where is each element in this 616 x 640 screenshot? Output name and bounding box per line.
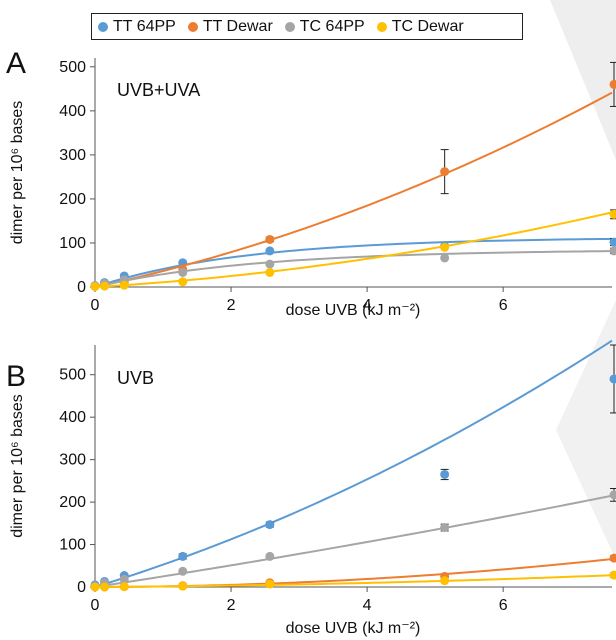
legend-item-tc-64pp: TC 64PP	[284, 17, 365, 36]
y-tick-label: 100	[59, 537, 86, 554]
data-point	[178, 267, 188, 277]
data-point	[178, 566, 188, 576]
y-tick-label: 500	[59, 59, 86, 76]
data-point	[609, 490, 616, 500]
legend-item-tc-dewar: TC Dewar	[376, 17, 464, 36]
legend-label: TT Dewar	[202, 17, 273, 35]
chart-legend: TT 64PP TT Dewar TC 64PP TC Dewar	[91, 13, 523, 40]
y-tick-label: 200	[59, 494, 86, 511]
y-tick-label: 400	[59, 103, 86, 120]
x-tick-label: 6	[499, 597, 508, 614]
data-point	[609, 553, 616, 563]
trend-line	[94, 211, 613, 288]
trend-line	[94, 237, 613, 288]
y-tick-label: 0	[77, 579, 86, 596]
x-tick-label: 4	[363, 597, 372, 614]
data-point	[609, 209, 616, 219]
data-point	[90, 582, 100, 592]
y-tick-label: 500	[59, 367, 86, 384]
x-tick-label: 2	[227, 297, 236, 314]
data-point	[440, 167, 450, 177]
series-tc-dewar	[90, 570, 616, 592]
data-point	[265, 246, 275, 256]
series-tc-64pp	[90, 488, 616, 591]
data-point	[609, 79, 616, 89]
y-tick-label: 100	[59, 235, 86, 252]
trend-line	[94, 339, 613, 588]
x-tick-label: 2	[227, 597, 236, 614]
chart-panel-a: 0 100 200 300 400 500 0 2 4 6 A UVB+UVA dose UVB (kJ…	[6, 47, 616, 319]
legend-item-tt-dewar: TT Dewar	[187, 17, 273, 36]
y-tick-label: 0	[77, 279, 86, 296]
data-point	[178, 277, 188, 287]
trend-line	[94, 574, 613, 588]
panel-label: A	[6, 47, 26, 80]
data-point	[265, 520, 275, 530]
data-point	[100, 281, 110, 291]
legend-item-tt-64pp: TT 64PP	[98, 18, 176, 36]
series-tc-dewar	[90, 209, 616, 292]
data-point	[609, 237, 616, 247]
panel-inset-title: UVB	[117, 368, 154, 388]
legend-marker	[98, 21, 108, 32]
data-point	[265, 551, 275, 561]
data-point	[178, 581, 188, 591]
data-point	[609, 570, 616, 580]
data-point	[265, 234, 275, 244]
legend-label: TC 64PP	[299, 17, 365, 35]
y-axis-label: dimer per 10⁶ bases	[9, 394, 26, 538]
data-point	[609, 246, 616, 256]
data-point	[178, 551, 188, 561]
legend-marker	[187, 21, 198, 32]
legend-label: TC Dewar	[391, 17, 464, 35]
x-tick-label: 0	[91, 297, 100, 314]
data-point	[100, 582, 110, 592]
x-axis-label: dose UVB (kJ m⁻²)	[286, 302, 421, 319]
x-tick-label: 0	[91, 597, 100, 614]
data-point	[90, 282, 100, 292]
y-tick-label: 300	[59, 147, 86, 164]
data-point	[609, 374, 616, 384]
data-point	[265, 259, 275, 269]
y-tick-label: 300	[59, 452, 86, 469]
x-tick-label: 4	[363, 297, 372, 314]
y-axis-label: dimer per 10⁶ bases	[9, 101, 26, 245]
data-point	[119, 280, 129, 290]
data-point	[119, 574, 129, 584]
data-point	[265, 267, 275, 277]
data-point	[440, 576, 450, 586]
legend-marker	[284, 21, 295, 32]
panel-label: B	[6, 360, 26, 393]
data-point	[119, 582, 129, 592]
chart-panel-b: 0 100 200 300 400 500 0 2 4 6 B UVB dose UVB (kJ m⁻²…	[6, 339, 616, 637]
trend-line	[94, 494, 613, 588]
legend-marker	[376, 21, 387, 32]
x-tick-label: 6	[499, 297, 508, 314]
panel-inset-title: UVB+UVA	[117, 80, 200, 100]
data-point	[440, 253, 450, 263]
y-tick-label: 200	[59, 191, 86, 208]
data-point	[440, 469, 450, 479]
data-point	[440, 523, 450, 533]
data-point	[440, 242, 450, 252]
x-axis-label: dose UVB (kJ m⁻²)	[286, 620, 421, 637]
y-tick-label: 400	[59, 409, 86, 426]
data-point	[265, 579, 275, 589]
series-tt-64pp	[90, 339, 616, 590]
legend-label: TT 64PP	[113, 17, 176, 35]
